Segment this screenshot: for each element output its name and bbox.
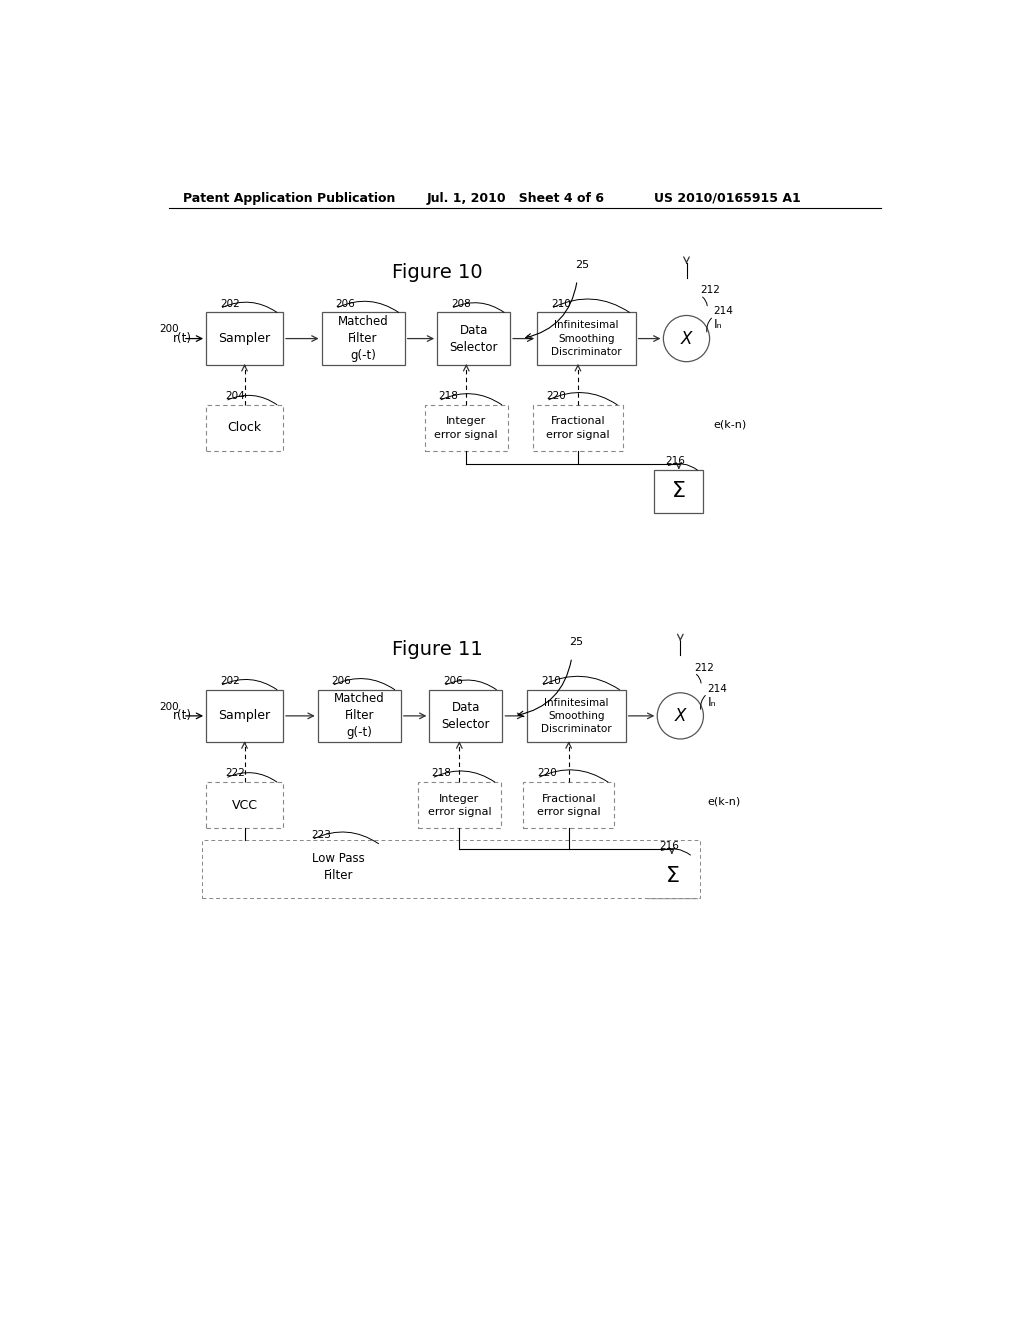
Text: 202: 202 bbox=[220, 676, 240, 686]
Bar bbox=[654, 470, 703, 512]
Text: Integer
error signal: Integer error signal bbox=[434, 416, 498, 440]
Circle shape bbox=[664, 315, 710, 362]
Text: Integer
error signal: Integer error signal bbox=[428, 793, 492, 817]
Text: 216: 216 bbox=[666, 457, 686, 466]
Text: 212: 212 bbox=[694, 663, 714, 673]
Text: Data
Selector: Data Selector bbox=[450, 323, 498, 354]
Text: 220: 220 bbox=[547, 391, 566, 401]
Text: $\Sigma$: $\Sigma$ bbox=[665, 866, 679, 887]
Circle shape bbox=[657, 693, 703, 739]
Bar bbox=[206, 781, 283, 829]
Text: Iₙ: Iₙ bbox=[708, 696, 716, 709]
Text: 206: 206 bbox=[336, 298, 355, 309]
Text: X: X bbox=[675, 708, 686, 725]
Text: Infinitesimal
Smoothing
Discriminator: Infinitesimal Smoothing Discriminator bbox=[551, 321, 622, 356]
Text: r(t): r(t) bbox=[173, 709, 191, 722]
Text: Figure 10: Figure 10 bbox=[392, 263, 483, 282]
Text: 220: 220 bbox=[538, 768, 557, 779]
Text: 214: 214 bbox=[714, 306, 733, 317]
Bar bbox=[647, 855, 696, 898]
Text: Sampler: Sampler bbox=[218, 709, 270, 722]
Text: X: X bbox=[681, 330, 692, 347]
Text: 25: 25 bbox=[574, 260, 589, 269]
Text: 204: 204 bbox=[225, 391, 245, 401]
Text: Matched
Filter
g(-t): Matched Filter g(-t) bbox=[338, 315, 388, 362]
Text: 200: 200 bbox=[160, 325, 179, 334]
Text: 222: 222 bbox=[225, 768, 245, 779]
Text: e(k-n): e(k-n) bbox=[708, 796, 740, 807]
Text: Clock: Clock bbox=[227, 421, 261, 434]
Text: 218: 218 bbox=[432, 768, 452, 779]
Bar bbox=[425, 405, 508, 451]
Text: Fractional
error signal: Fractional error signal bbox=[546, 416, 609, 440]
Text: Matched
Filter
g(-t): Matched Filter g(-t) bbox=[334, 693, 385, 739]
Text: 212: 212 bbox=[700, 285, 720, 296]
Text: 200: 200 bbox=[160, 702, 179, 711]
Text: 206: 206 bbox=[332, 676, 351, 686]
Bar bbox=[538, 313, 636, 364]
Text: 216: 216 bbox=[658, 841, 679, 851]
Text: Figure 11: Figure 11 bbox=[392, 640, 483, 659]
Bar bbox=[523, 781, 614, 829]
Text: e(k-n): e(k-n) bbox=[714, 418, 746, 429]
Bar bbox=[206, 313, 283, 364]
Text: 218: 218 bbox=[438, 391, 459, 401]
Text: Infinitesimal
Smoothing
Discriminator: Infinitesimal Smoothing Discriminator bbox=[541, 698, 611, 734]
Bar bbox=[437, 313, 510, 364]
Text: r(t): r(t) bbox=[173, 333, 191, 345]
Text: Jul. 1, 2010   Sheet 4 of 6: Jul. 1, 2010 Sheet 4 of 6 bbox=[427, 191, 605, 205]
Text: Data
Selector: Data Selector bbox=[441, 701, 490, 731]
Text: Patent Application Publication: Patent Application Publication bbox=[183, 191, 395, 205]
Bar bbox=[202, 840, 700, 898]
Text: Low Pass
Filter: Low Pass Filter bbox=[312, 851, 365, 882]
Text: $\Sigma$: $\Sigma$ bbox=[672, 482, 686, 502]
Bar bbox=[206, 405, 283, 451]
Text: 210: 210 bbox=[541, 676, 561, 686]
Bar bbox=[429, 689, 503, 742]
Text: Fractional
error signal: Fractional error signal bbox=[537, 793, 600, 817]
Text: 223: 223 bbox=[311, 830, 332, 840]
Text: Sampler: Sampler bbox=[218, 333, 270, 345]
Text: 214: 214 bbox=[708, 684, 727, 693]
Bar bbox=[292, 843, 385, 890]
Bar bbox=[418, 781, 501, 829]
Text: 208: 208 bbox=[451, 298, 471, 309]
Text: VCC: VCC bbox=[231, 799, 257, 812]
Text: Iₙ: Iₙ bbox=[714, 318, 722, 331]
Text: US 2010/0165915 A1: US 2010/0165915 A1 bbox=[654, 191, 801, 205]
Text: 206: 206 bbox=[443, 676, 463, 686]
Bar bbox=[317, 689, 400, 742]
Bar bbox=[527, 689, 626, 742]
Text: 202: 202 bbox=[220, 298, 240, 309]
Text: 210: 210 bbox=[551, 298, 570, 309]
Bar bbox=[206, 689, 283, 742]
Bar bbox=[532, 405, 624, 451]
Bar bbox=[322, 313, 404, 364]
Text: 25: 25 bbox=[569, 638, 584, 647]
